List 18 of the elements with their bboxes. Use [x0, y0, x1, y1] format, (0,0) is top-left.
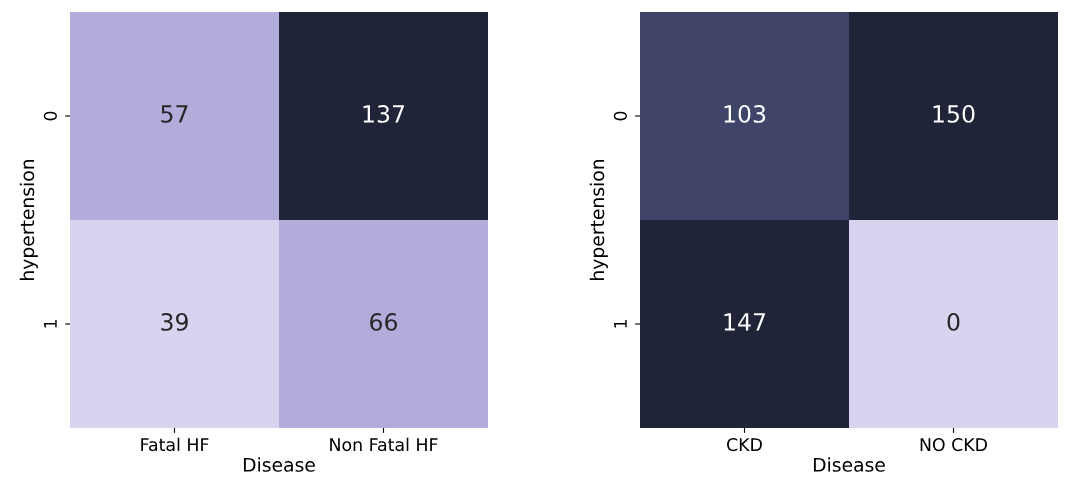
data-label: 137: [363, 104, 405, 123]
data-label: 39: [161, 312, 188, 331]
y-axis-title: hypertension: [589, 159, 608, 280]
x-axis-title: Disease: [243, 457, 315, 472]
x-axis-title: Disease: [813, 457, 885, 472]
y-axis-title: hypertension: [19, 159, 38, 280]
x-tick-label: CKD: [727, 438, 762, 452]
data-label: 57: [161, 105, 188, 123]
x-tick-label: Fatal HF: [141, 437, 209, 452]
data-label: 66: [370, 312, 398, 331]
data-label: 0: [947, 312, 960, 331]
y-tick-label: 1: [44, 320, 57, 328]
x-tick-label: Non Fatal HF: [330, 437, 438, 452]
data-label: 150: [933, 104, 975, 123]
data-label: 147: [724, 313, 766, 331]
x-tick-label: NO CKD: [920, 438, 987, 452]
data-label: 103: [724, 104, 766, 123]
y-tick-label: 1: [614, 320, 627, 328]
